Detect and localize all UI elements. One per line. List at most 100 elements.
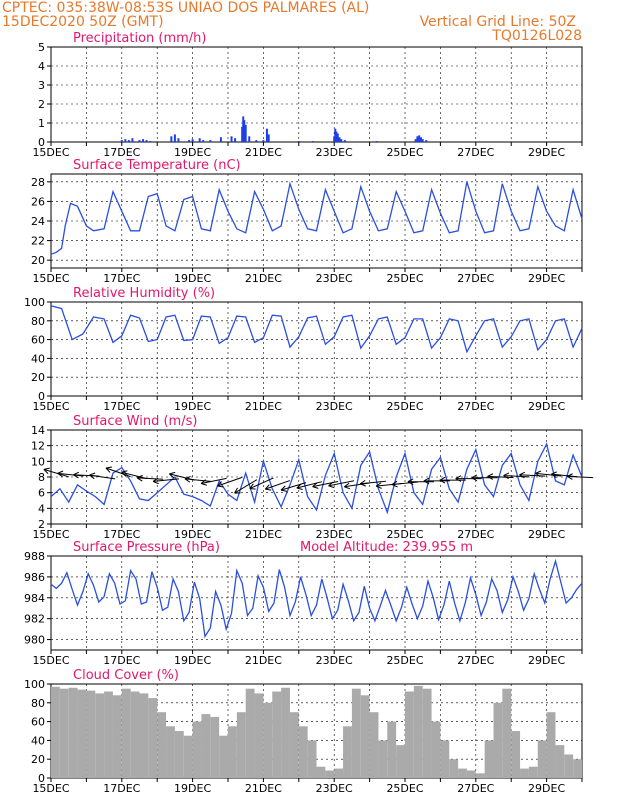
- precip-bar: [248, 136, 251, 142]
- rh-xtick-label: 17DEC: [103, 400, 140, 413]
- wind-arrow: [423, 477, 450, 485]
- wind-ytick-label: 14: [31, 424, 45, 437]
- wind-arrow: [200, 477, 227, 486]
- cloud-bar: [281, 687, 290, 778]
- temp-ytick-label: 26: [31, 195, 45, 208]
- pres-xtick-label: 23DEC: [316, 654, 353, 667]
- cloud-bar: [148, 698, 158, 778]
- cloud-bar: [511, 731, 521, 778]
- wind-xtick-label: 27DEC: [457, 528, 494, 541]
- cloud-bar: [520, 768, 529, 778]
- precip-bar: [209, 140, 212, 142]
- cloud-bar: [245, 688, 255, 778]
- precip-bar: [414, 139, 417, 142]
- precip-bar: [120, 140, 123, 142]
- pres-ytick-label: 980: [24, 634, 45, 647]
- precip-bar: [219, 137, 222, 142]
- cloud-bar: [272, 691, 282, 778]
- header-datetime: 15DEC2020 50Z (GMT): [2, 14, 164, 30]
- temp-xtick-label: 19DEC: [174, 272, 211, 285]
- cloud-bar: [378, 740, 388, 778]
- precip-bar: [191, 139, 194, 142]
- cloud-bar: [121, 688, 131, 778]
- precip-bar: [241, 126, 244, 142]
- rh-ytick-label: 80: [31, 315, 45, 328]
- precip-bar: [343, 140, 346, 142]
- precip-bar: [338, 137, 341, 142]
- cloud-bar: [139, 693, 149, 778]
- wind-arrow: [280, 482, 307, 492]
- cloud-bar: [51, 686, 60, 778]
- cloud-bar: [475, 773, 485, 778]
- wind-arrow: [249, 477, 274, 490]
- rh-xtick-label: 19DEC: [174, 400, 211, 413]
- temp-series-line: [50, 181, 583, 255]
- wind-arrow: [455, 475, 482, 482]
- cloud-bar: [157, 712, 167, 778]
- wind-arrow: [328, 480, 355, 489]
- cloud-bar: [564, 754, 574, 778]
- temp-ytick-label: 20: [31, 254, 45, 267]
- cloud-bar: [458, 768, 467, 778]
- precip-panel: 0 1 2 3 4 5 15DEC 17DEC 19DEC 21DEC 23DEC 25DEC 27DE…: [32, 31, 583, 159]
- precip-xtick-label: 23DEC: [316, 146, 353, 159]
- wind-xtick-label: 29DEC: [528, 528, 565, 541]
- header-grid-line-info: Vertical Grid Line: 50Z: [419, 14, 576, 30]
- temp-xtick-label: 29DEC: [528, 272, 565, 285]
- rh-xtick-label: 23DEC: [316, 400, 353, 413]
- rh-ytick-label: 20: [31, 371, 45, 384]
- precip-bar: [142, 139, 145, 142]
- header-model-code: TQ0126L028: [492, 28, 582, 44]
- wind-arrow: [184, 476, 211, 483]
- precip-bar: [419, 137, 422, 142]
- cloud-bar: [307, 740, 317, 778]
- precip-bar: [333, 136, 336, 142]
- wind-xtick-label: 21DEC: [245, 528, 282, 541]
- wind-xtick-label: 17DEC: [103, 528, 140, 541]
- wind-arrow: [359, 479, 387, 487]
- precip-bar: [416, 136, 419, 142]
- cloud-bar: [449, 759, 459, 778]
- cloud-ytick-label: 40: [31, 734, 45, 747]
- precip-bar: [138, 140, 141, 142]
- cloud-bar: [316, 766, 326, 778]
- wind-ytick-label: 10: [31, 455, 45, 468]
- temp-ytick-label: 22: [31, 235, 45, 248]
- pres-ytick-label: 988: [24, 550, 45, 563]
- pres-xtick-label: 25DEC: [386, 654, 423, 667]
- cloud-bar: [528, 766, 538, 778]
- precip-ytick-label: 3: [38, 79, 45, 92]
- cloud-xtick-label: 25DEC: [386, 782, 423, 795]
- wind-panel: 2 4 6 8 10 12 14 15DEC 17DEC 19DEC 21DEC 23DEC 25DEC…: [31, 414, 594, 541]
- wind-ytick-label: 8: [38, 471, 45, 484]
- rh-ytick-label: 40: [31, 352, 45, 365]
- cloud-bar: [201, 714, 211, 778]
- precip-bar: [173, 134, 176, 142]
- wind-arrow: [136, 474, 164, 482]
- cloud-bar: [236, 712, 246, 778]
- precip-bar: [265, 128, 268, 142]
- wind-arrow: [471, 474, 498, 482]
- cloud-xtick-label: 19DEC: [174, 782, 211, 795]
- cloud-xtick-label: 21DEC: [245, 782, 282, 795]
- precip-bar: [124, 139, 127, 142]
- wind-title: Surface Wind (m/s): [73, 414, 197, 429]
- precip-bar: [244, 124, 247, 142]
- precip-bar: [202, 140, 205, 142]
- precip-bar: [336, 133, 339, 142]
- precip-xtick-label: 25DEC: [386, 146, 423, 159]
- rh-xtick-label: 27DEC: [457, 400, 494, 413]
- cloud-bar: [493, 702, 503, 778]
- rh-ytick-label: 60: [31, 334, 45, 347]
- precip-bar: [334, 128, 337, 142]
- cloud-bar: [59, 688, 69, 778]
- rh-xtick-label: 29DEC: [528, 400, 565, 413]
- cloud-bar: [422, 688, 432, 778]
- precip-xtick-label: 19DEC: [174, 146, 211, 159]
- cloud-bar: [219, 735, 228, 778]
- pres-xtick-label: 17DEC: [103, 654, 140, 667]
- cloud-bar: [289, 712, 299, 778]
- cloud-xtick-label: 23DEC: [316, 782, 353, 795]
- rh-series-line: [50, 305, 583, 354]
- precip-bar: [230, 136, 233, 142]
